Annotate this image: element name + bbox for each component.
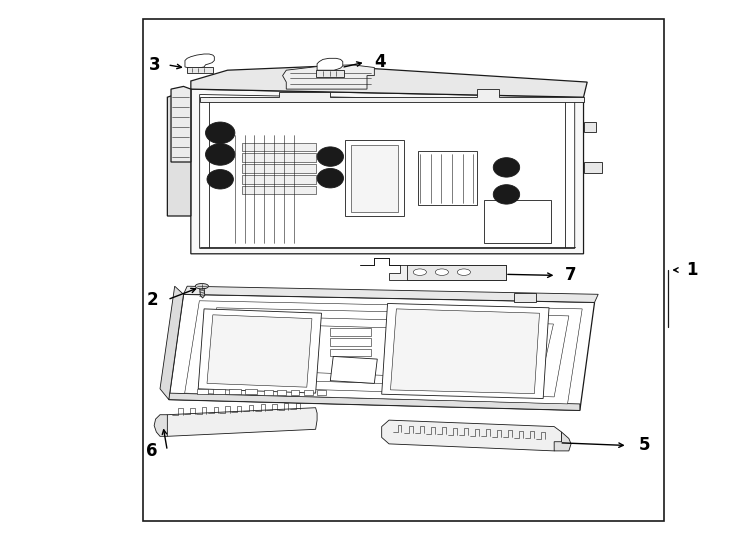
Polygon shape (330, 356, 377, 383)
Bar (245, 389, 257, 394)
Bar (351, 145, 398, 212)
Circle shape (214, 150, 227, 159)
Text: 3: 3 (148, 56, 160, 74)
Polygon shape (283, 65, 374, 89)
Ellipse shape (457, 269, 470, 275)
Bar (229, 389, 241, 394)
Polygon shape (360, 258, 506, 280)
Bar (277, 390, 286, 395)
Text: 7: 7 (565, 266, 577, 285)
Ellipse shape (195, 284, 208, 289)
Polygon shape (316, 70, 344, 77)
Polygon shape (169, 393, 580, 410)
Bar (264, 390, 273, 395)
Circle shape (214, 128, 227, 138)
Polygon shape (160, 286, 184, 400)
Bar (143, 19, 664, 521)
Polygon shape (554, 432, 571, 451)
Bar (242, 164, 316, 173)
Polygon shape (167, 89, 191, 216)
Text: 1: 1 (686, 261, 698, 279)
Bar (418, 151, 477, 205)
Polygon shape (191, 89, 584, 254)
Ellipse shape (413, 269, 426, 275)
Text: 5: 5 (639, 436, 650, 455)
Bar (197, 389, 208, 394)
Bar (213, 389, 225, 394)
Bar (407, 265, 506, 280)
Polygon shape (184, 286, 598, 302)
Polygon shape (584, 162, 602, 173)
Polygon shape (382, 420, 562, 451)
Polygon shape (191, 66, 587, 97)
Bar (330, 338, 371, 346)
Polygon shape (200, 288, 205, 298)
Polygon shape (207, 315, 312, 387)
Bar (317, 390, 326, 395)
Polygon shape (241, 324, 538, 381)
Text: 4: 4 (374, 53, 386, 71)
Circle shape (206, 144, 235, 165)
Bar (514, 293, 536, 302)
Polygon shape (584, 122, 596, 132)
Polygon shape (382, 303, 549, 399)
Polygon shape (222, 316, 553, 389)
Polygon shape (169, 294, 595, 410)
Bar (484, 200, 550, 243)
Polygon shape (154, 415, 167, 436)
Polygon shape (185, 54, 214, 68)
Polygon shape (390, 309, 539, 394)
Bar (330, 328, 371, 336)
Bar (242, 186, 316, 194)
Polygon shape (202, 308, 569, 397)
Polygon shape (200, 94, 575, 248)
Polygon shape (187, 67, 213, 73)
Polygon shape (200, 89, 584, 102)
Text: 2: 2 (146, 291, 158, 309)
Bar (242, 153, 316, 162)
Circle shape (500, 190, 513, 199)
Polygon shape (198, 309, 321, 393)
Polygon shape (160, 408, 317, 436)
Ellipse shape (435, 269, 448, 275)
Bar (242, 175, 316, 184)
Bar (242, 143, 316, 151)
Bar (304, 390, 313, 395)
Circle shape (493, 158, 520, 177)
Circle shape (317, 147, 344, 166)
Polygon shape (185, 301, 582, 404)
Polygon shape (317, 58, 343, 70)
Bar (291, 390, 299, 395)
Circle shape (206, 122, 235, 144)
Text: 6: 6 (146, 442, 158, 460)
Polygon shape (171, 86, 191, 162)
Circle shape (207, 170, 233, 189)
Circle shape (324, 173, 337, 183)
Bar (345, 140, 404, 216)
Circle shape (317, 168, 344, 188)
Circle shape (493, 185, 520, 204)
Bar (330, 349, 371, 356)
